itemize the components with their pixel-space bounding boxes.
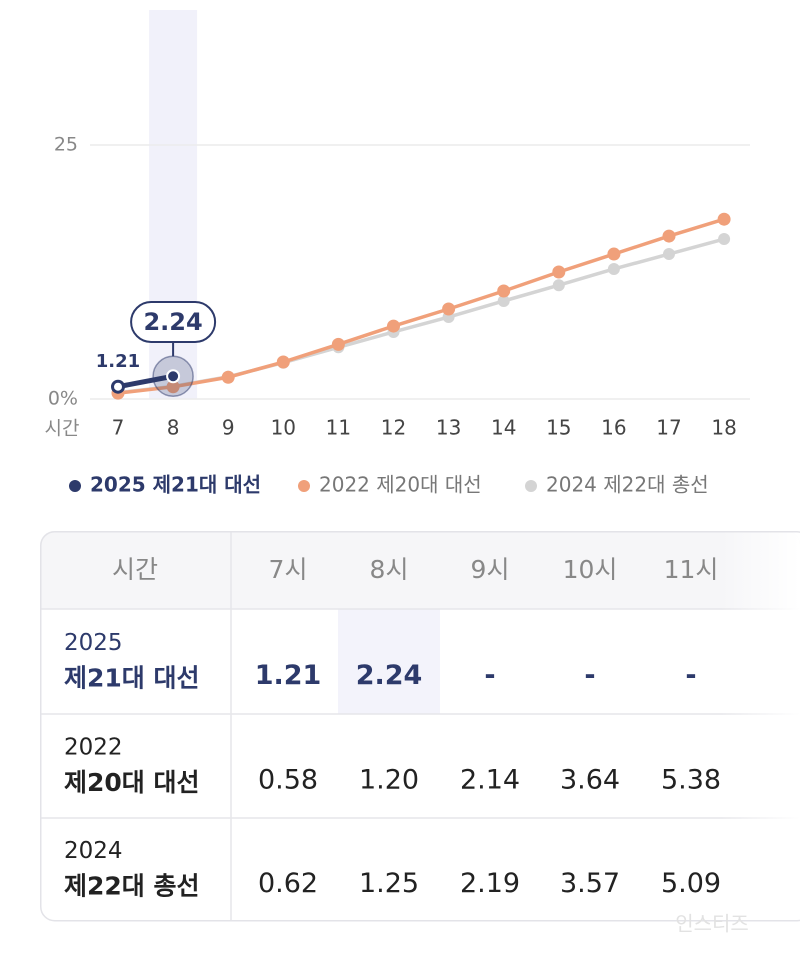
data-point (497, 284, 511, 298)
legend-label: 2022 제20대 대선 (319, 473, 482, 497)
x-tick-label: 14 (491, 416, 516, 440)
x-tick-label: 15 (546, 416, 571, 440)
x-axis-label: 시간 (45, 418, 80, 440)
data-point (221, 370, 235, 384)
table-cell: - (484, 660, 495, 691)
x-tick-label: 8 (167, 416, 180, 440)
table-cell: 2.24 (356, 660, 423, 691)
table-cell: 5.38 (661, 765, 721, 796)
row-name: 제21대 대선 (64, 664, 200, 693)
data-table: 시간 7시 8시 9시 10시 11시 2025 제21대 대선 1.21 2.24 - - - 2022… (40, 531, 800, 921)
table-header-bg (40, 531, 800, 609)
series-line (115, 373, 176, 390)
table-cell: 3.57 (560, 868, 620, 899)
x-tick-label: 13 (436, 416, 461, 440)
table-header: 7시 (269, 555, 308, 584)
data-point (166, 369, 181, 384)
table-cell: 1.20 (359, 765, 419, 796)
data-point (552, 265, 566, 279)
data-point (331, 337, 345, 351)
data-point (607, 247, 621, 261)
table-cell: 0.62 (258, 868, 318, 899)
table-cell: 2.19 (460, 868, 520, 899)
highlight-cell (338, 609, 440, 714)
x-tick-label: 9 (222, 416, 235, 440)
data-point (552, 279, 565, 292)
table-cell: 1.25 (359, 868, 419, 899)
row-year: 2025 (64, 630, 123, 656)
table-header: 시간 (112, 555, 158, 584)
x-tick-label: 17 (656, 416, 681, 440)
table-cell: 1.21 (255, 660, 322, 691)
x-tick-label: 18 (711, 416, 736, 440)
row-year: 2024 (64, 838, 123, 864)
data-point (166, 380, 180, 394)
x-tick-label: 10 (271, 416, 296, 440)
legend-swatch (525, 480, 537, 492)
tooltip-box (130, 301, 217, 343)
table-cell: 5.09 (661, 868, 721, 899)
table-header: 11시 (664, 555, 719, 584)
data-point (111, 379, 125, 394)
table-cell: 0.58 (258, 765, 318, 796)
table-cell: - (584, 660, 595, 691)
y-tick-label: 25 (54, 134, 78, 156)
data-point (276, 355, 290, 369)
row-year: 2022 (64, 735, 123, 761)
data-point (662, 229, 676, 243)
data-point (718, 233, 731, 246)
y-tick-label: 0% (48, 388, 78, 410)
table-border (40, 531, 800, 922)
table-cell: 2.14 (460, 765, 520, 796)
tooltip-label: 2.24 (143, 308, 202, 336)
legend-label: 2024 제22대 총선 (546, 473, 709, 497)
table-header: 10시 (563, 555, 618, 584)
table-header: 8시 (370, 555, 409, 584)
legend-swatch (69, 480, 81, 492)
legend-label: 2025 제21대 대선 (90, 473, 261, 497)
x-tick-label: 7 (112, 416, 125, 440)
series-line (116, 217, 726, 395)
table-cell: - (685, 660, 696, 691)
watermark: 인스티즈 (675, 912, 749, 936)
x-tick-label: 11 (326, 416, 351, 440)
table-cell: 3.64 (560, 765, 620, 796)
row-name: 제20대 대선 (64, 768, 200, 797)
data-point (663, 248, 675, 261)
x-tick-label: 12 (381, 416, 406, 440)
table-header: 9시 (471, 555, 510, 584)
data-point (497, 294, 510, 307)
data-point (607, 262, 620, 275)
legend-swatch (298, 480, 310, 492)
table-fade (720, 531, 800, 921)
data-point (442, 302, 456, 316)
x-tick-label: 16 (601, 416, 626, 440)
data-label: 1.21 (96, 351, 140, 372)
row-name: 제22대 총선 (64, 872, 200, 901)
data-point (717, 212, 731, 226)
data-point (387, 319, 400, 333)
